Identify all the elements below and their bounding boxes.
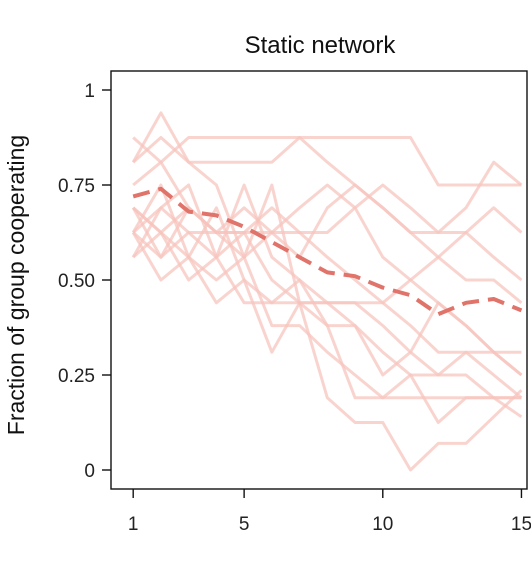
group-line: [131, 231, 523, 419]
group-line: [131, 111, 523, 259]
y-tick-label: 0.75: [58, 176, 95, 197]
y-tick-label: 0.25: [58, 366, 95, 387]
group-series: [131, 111, 523, 472]
group-line: [132, 136, 522, 187]
mean-line: [132, 186, 523, 317]
y-tick-label: 1: [84, 81, 95, 102]
mean-series: [132, 186, 523, 317]
group-line: [131, 183, 522, 354]
chart-title: Static network: [245, 32, 397, 59]
x-tick-label: 10: [372, 514, 393, 535]
y-tick-label: 0.50: [58, 271, 95, 292]
y-axis-label: Fraction of group cooperating: [3, 135, 29, 435]
group-line: [132, 136, 523, 234]
y-tick-label: 0: [84, 461, 95, 482]
y-axis: 0 0.25 0.50 0.75 1: [58, 81, 111, 482]
group-line: [132, 183, 523, 399]
x-tick-label: 15: [511, 514, 531, 535]
x-tick-label: 5: [239, 514, 250, 535]
x-axis: 1 5 10 15: [128, 489, 531, 535]
x-tick-label: 1: [128, 514, 139, 535]
group-line: [132, 206, 523, 472]
